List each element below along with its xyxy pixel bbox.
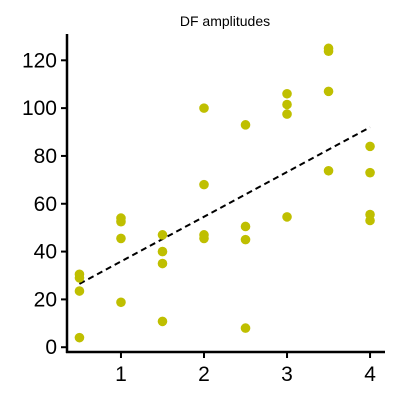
y-tick-label: 80 [34,145,57,168]
data-point [116,216,126,227]
y-tick-label: 40 [34,241,57,264]
data-point [157,230,168,240]
axes: 0 20 40 60 80 100 120 1 2 3 4 [22,34,385,386]
data-point [240,323,251,333]
data-point [323,165,334,176]
trend-line-layer [78,126,371,285]
data-point [199,179,209,190]
data-point [199,233,209,244]
x-tick-label: 4 [364,363,376,386]
data-points [74,43,375,343]
x-tick-label: 3 [281,363,293,386]
data-point [240,234,251,245]
x-tick-label: 2 [198,363,210,386]
y-tick-label: 100 [22,97,57,120]
data-point [282,88,292,99]
data-point [240,221,251,232]
data-point [116,297,126,308]
data-point [157,246,168,257]
trend-line [78,126,371,285]
data-point [282,109,292,119]
data-point [323,86,334,97]
y-tick-label: 20 [34,288,57,311]
data-point [323,46,334,57]
chart-title: DF amplitudes [180,13,270,29]
y-tick-label: 120 [22,49,57,72]
data-point [157,316,168,327]
y-tick-label: 60 [34,193,57,216]
data-point [157,258,168,269]
data-point [282,212,292,222]
data-point [365,215,375,226]
y-tick-label: 0 [45,336,57,359]
data-point [240,120,251,130]
x-tick-label: 1 [115,363,127,386]
data-point [282,99,292,110]
data-point [74,286,85,296]
data-point [74,332,85,343]
data-point [74,273,85,283]
data-point [365,167,375,178]
data-point [365,141,375,152]
data-point [199,103,209,113]
data-point [116,233,126,244]
